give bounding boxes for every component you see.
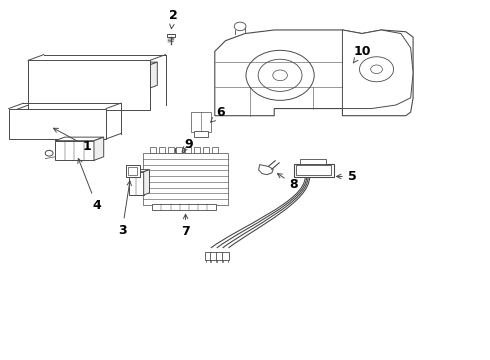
- Bar: [222, 252, 229, 260]
- Bar: [150, 147, 156, 153]
- Text: 10: 10: [353, 45, 370, 63]
- Polygon shape: [87, 105, 103, 137]
- Text: 3: 3: [118, 181, 131, 237]
- Text: 2: 2: [169, 9, 177, 29]
- Polygon shape: [30, 76, 125, 82]
- Polygon shape: [30, 82, 109, 109]
- Polygon shape: [11, 111, 87, 137]
- Bar: [299, 158, 326, 163]
- Bar: [212, 147, 218, 153]
- Bar: [168, 147, 173, 153]
- Bar: [210, 252, 217, 260]
- Polygon shape: [343, 30, 413, 109]
- Bar: [176, 147, 182, 153]
- Bar: [194, 147, 200, 153]
- Polygon shape: [109, 76, 125, 109]
- Bar: [192, 112, 211, 132]
- Bar: [159, 147, 165, 153]
- Bar: [175, 148, 184, 152]
- Bar: [28, 60, 150, 111]
- Bar: [152, 204, 216, 210]
- Text: 7: 7: [181, 214, 190, 238]
- Text: 6: 6: [211, 106, 225, 122]
- Bar: [204, 252, 211, 260]
- Bar: [295, 165, 331, 175]
- Polygon shape: [55, 141, 94, 160]
- Polygon shape: [84, 62, 157, 67]
- Bar: [9, 109, 106, 139]
- Polygon shape: [129, 170, 149, 172]
- Polygon shape: [94, 137, 104, 160]
- Polygon shape: [259, 165, 273, 175]
- Text: 9: 9: [182, 138, 193, 152]
- Bar: [216, 252, 223, 260]
- Text: 8: 8: [277, 174, 298, 191]
- Bar: [194, 131, 208, 137]
- Bar: [143, 153, 228, 205]
- Polygon shape: [11, 105, 103, 111]
- Circle shape: [45, 150, 53, 156]
- Bar: [126, 165, 140, 177]
- Text: 1: 1: [53, 128, 91, 153]
- Polygon shape: [129, 172, 144, 195]
- Bar: [203, 147, 209, 153]
- Bar: [128, 167, 137, 175]
- Text: 4: 4: [78, 159, 101, 212]
- Polygon shape: [144, 170, 149, 195]
- Polygon shape: [215, 30, 413, 116]
- Polygon shape: [143, 62, 157, 91]
- Polygon shape: [84, 67, 143, 91]
- Text: 5: 5: [337, 170, 357, 183]
- Bar: [185, 147, 191, 153]
- Polygon shape: [55, 137, 104, 141]
- Bar: [294, 163, 334, 177]
- Bar: [167, 33, 175, 37]
